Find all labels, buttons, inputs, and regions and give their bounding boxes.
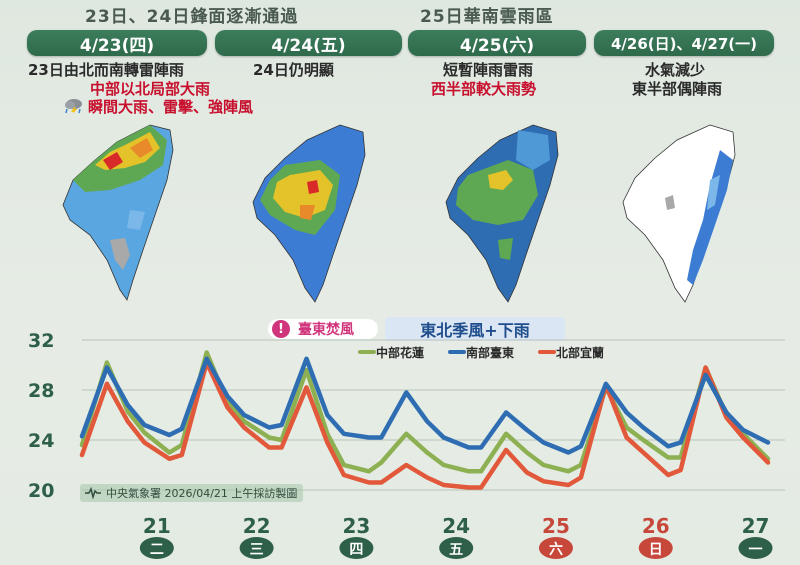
weekday-badge (339, 537, 374, 559)
x-day-label: 25 (542, 514, 570, 538)
y-tick-label: 20 (28, 480, 54, 502)
series-line-1 (79, 356, 771, 455)
weekday-label: 三 (250, 542, 264, 558)
x-day-label: 23 (342, 514, 370, 538)
legend-label: 北部宜蘭 (556, 345, 604, 360)
warning-icon: ! (272, 320, 290, 338)
monsoon-badge: 東北季風+下雨 (385, 317, 565, 341)
desc-4-25-line1: 短暫陣雨雷雨 (443, 61, 534, 79)
cwa-logo-icon (85, 487, 101, 499)
legend-label: 南部臺東 (466, 345, 514, 360)
legend-label: 中部花蓮 (376, 345, 424, 360)
weekday-badge (239, 537, 274, 559)
warning-thunder: 瞬間大雨、雷擊、強陣風 (88, 98, 254, 116)
desc-4-26-line2: 東半部偶陣雨 (632, 80, 723, 98)
foehn-label: 臺東焚風 (298, 322, 354, 338)
weekday-badge (538, 537, 573, 559)
map-4-23-rainfall (62, 124, 174, 301)
credit-text: 中央氣象署 2026/04/21 上午採訪製圖 (106, 487, 298, 500)
weekday-badge (139, 537, 174, 559)
weekday-label: 六 (549, 541, 563, 558)
y-tick-label: 32 (28, 330, 54, 352)
map-4-25-rainfall (445, 124, 559, 303)
x-day-label: 26 (642, 514, 670, 538)
thunderstorm-cloud-icon (65, 99, 82, 115)
desc-4-23: 23日由北而南轉雷陣雨 (28, 61, 184, 79)
weekday-label: 四 (349, 542, 363, 558)
series-line-0 (79, 350, 771, 474)
weekday-badge (638, 537, 673, 559)
desc-4-24: 24日仍明顯 (253, 61, 334, 79)
desc-4-26-line1: 水氣減少 (645, 61, 706, 79)
date-pill-4-24: 4/24(五) (215, 30, 402, 56)
date-pill-4-25: 4/25(六) (408, 30, 586, 56)
warning-heavy-rain: 中部以北局部大雨 (90, 80, 211, 98)
temperature-chart: 20 24 28 32 21 二 22 三 23 四 24 五 25 六 26 日 27 一 中部花蓮 南部臺東 北部宜… (28, 330, 785, 559)
weekday-badge (738, 537, 773, 559)
weekday-label: 二 (150, 542, 164, 558)
headline-southchina: 25日華南雲雨區 (420, 7, 554, 27)
desc-4-25-line2: 西半部較大雨勢 (431, 80, 537, 98)
series-line-2 (79, 360, 771, 490)
weekday-label: 一 (749, 542, 763, 558)
map-4-24-rainfall (252, 124, 366, 303)
x-day-label: 27 (742, 514, 770, 538)
x-day-label: 21 (143, 514, 171, 538)
date-pill-4-23: 4/23(四) (27, 30, 207, 56)
map-4-26-27-rainfall (622, 124, 736, 303)
weekday-label: 日 (649, 542, 663, 558)
foehn-badge: ! 臺東焚風 (268, 319, 378, 339)
date-pill-4-26-27: 4/26(日)、4/27(一) (594, 30, 774, 56)
x-day-label: 22 (243, 514, 271, 538)
credit-label: 中央氣象署 2026/04/21 上午採訪製圖 (80, 484, 304, 502)
weekday-badge (439, 537, 474, 559)
weekday-label: 五 (449, 542, 463, 558)
headline-front: 23日、24日鋒面逐漸通過 (85, 7, 299, 27)
x-day-label: 24 (442, 514, 470, 538)
y-tick-label: 28 (28, 380, 54, 402)
y-tick-label: 24 (28, 430, 54, 452)
